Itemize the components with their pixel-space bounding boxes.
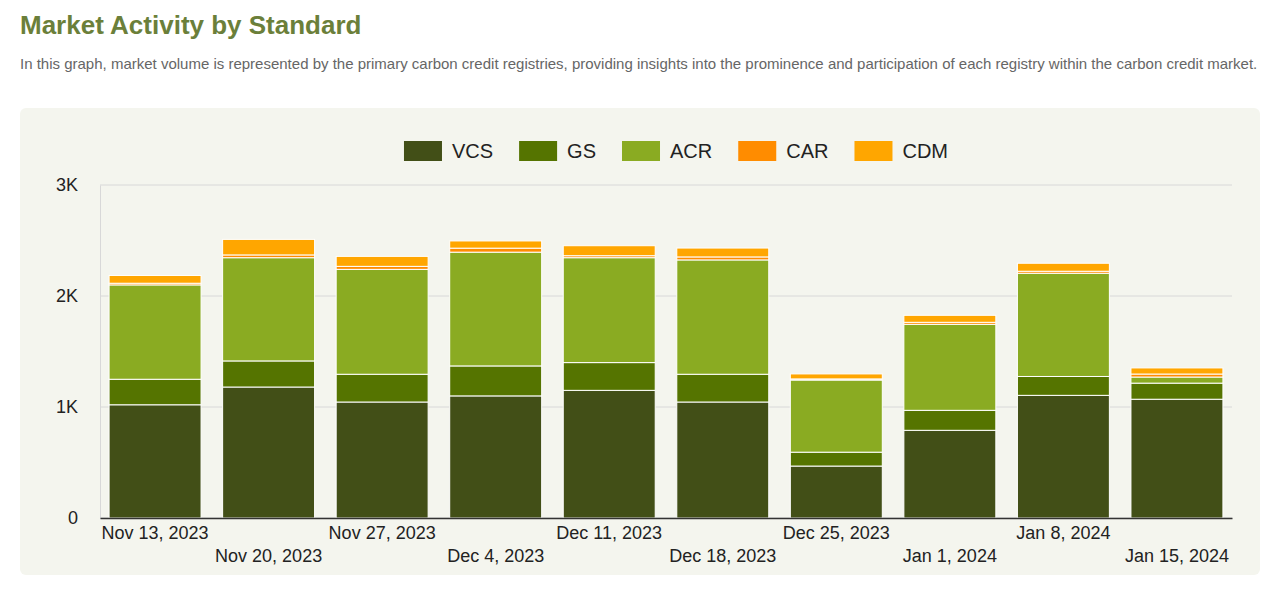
legend-swatch [738, 141, 776, 161]
x-tick: Nov 20, 2023 [215, 518, 322, 566]
bar [1131, 399, 1223, 518]
legend-item: ACR [622, 140, 712, 162]
bar [450, 252, 542, 366]
x-tick-label: Jan 1, 2024 [903, 546, 997, 566]
legend-label: VCS [452, 140, 493, 162]
y-tick-label: 1K [56, 397, 78, 417]
x-tick-label: Dec 11, 2023 [556, 523, 662, 543]
y-axis: 0 1K 2K 3K [56, 175, 101, 528]
y-tick: 1K [56, 397, 100, 417]
bar [790, 452, 882, 466]
bar [109, 379, 201, 405]
chart-title: Market Activity by Standard [20, 10, 361, 41]
legend-item: VCS [404, 140, 493, 162]
bar [677, 374, 769, 402]
bar [223, 239, 315, 255]
bar [450, 366, 542, 396]
x-tick-label: Jan 15, 2024 [1125, 546, 1229, 566]
bar [790, 466, 882, 518]
series-bars [109, 252, 1223, 452]
bar [1131, 383, 1223, 399]
bar [790, 380, 882, 452]
bar [677, 260, 769, 374]
x-tick-label: Nov 13, 2023 [102, 523, 209, 543]
bar [1017, 395, 1109, 518]
x-tick: Nov 27, 2023 [329, 518, 436, 543]
x-tick: Dec 4, 2023 [447, 518, 544, 566]
legend-label: GS [567, 140, 596, 162]
chart-svg: 0 1K 2K 3K Nov 13, 2023 Nov 20, 2023 Nov 27, 2… [0, 0, 1280, 612]
bar [109, 405, 201, 518]
y-tick: 2K [56, 286, 100, 306]
y-tick: 3K [56, 175, 100, 195]
legend-item: GS [519, 140, 596, 162]
bar [450, 248, 542, 252]
bar [1131, 377, 1223, 383]
bar [790, 374, 882, 379]
legend-label: CAR [786, 140, 828, 162]
legend-swatch [622, 141, 660, 161]
bar [336, 374, 428, 402]
bar [563, 390, 655, 518]
y-tick: 0 [68, 508, 100, 528]
legend-item: CDM [854, 140, 948, 162]
y-tick-label: 3K [56, 175, 78, 195]
x-axis-line [101, 518, 1233, 520]
bar [904, 324, 996, 410]
bar [563, 363, 655, 391]
y-tick-label: 0 [68, 508, 78, 528]
x-tick: Dec 18, 2023 [669, 518, 776, 566]
x-tick-label: Dec 4, 2023 [447, 546, 544, 566]
series-bars [109, 239, 1223, 379]
bar [450, 396, 542, 518]
bar [1017, 263, 1109, 271]
legend: VCS GS ACR CAR CDM [404, 140, 948, 162]
bar [109, 275, 201, 283]
bar [109, 285, 201, 379]
bar [563, 246, 655, 256]
chart-subtitle: In this graph, market volume is represen… [20, 52, 1265, 76]
bar [677, 402, 769, 518]
bar [904, 315, 996, 322]
bar [223, 387, 315, 518]
x-tick: Jan 1, 2024 [903, 518, 997, 566]
bars [109, 239, 1223, 518]
grid-line [100, 185, 1232, 186]
bar [450, 241, 542, 248]
bar [904, 410, 996, 430]
x-tick: Jan 15, 2024 [1125, 518, 1229, 566]
x-tick-label: Dec 18, 2023 [669, 546, 776, 566]
legend-swatch [404, 141, 442, 161]
x-tick-label: Dec 25, 2023 [783, 523, 890, 543]
bar [223, 258, 315, 361]
x-tick: Dec 25, 2023 [783, 518, 890, 543]
bar [336, 402, 428, 518]
bar [1131, 368, 1223, 374]
bar [223, 361, 315, 387]
bar [1017, 376, 1109, 395]
bar [563, 258, 655, 363]
legend-label: CDM [902, 140, 948, 162]
series-bars [109, 387, 1223, 518]
x-axis: Nov 13, 2023 Nov 20, 2023 Nov 27, 2023 Dec … [101, 518, 1233, 566]
legend-item: CAR [738, 140, 828, 162]
x-tick-label: Nov 20, 2023 [215, 546, 322, 566]
x-tick-label: Jan 8, 2024 [1016, 523, 1110, 543]
x-tick: Nov 13, 2023 [102, 518, 209, 543]
bar [677, 248, 769, 257]
x-tick-label: Nov 27, 2023 [329, 523, 436, 543]
x-tick: Dec 11, 2023 [556, 518, 662, 543]
legend-label: ACR [670, 140, 712, 162]
bar [904, 430, 996, 518]
bar [336, 256, 428, 266]
legend-swatch [519, 141, 557, 161]
y-tick-label: 2K [56, 286, 78, 306]
y-axis-line [100, 186, 101, 519]
legend-swatch [854, 141, 892, 161]
grid [100, 185, 1232, 518]
x-tick: Jan 8, 2024 [1016, 518, 1110, 543]
bar [336, 269, 428, 374]
bar [1017, 273, 1109, 376]
series-bars [109, 248, 1223, 380]
